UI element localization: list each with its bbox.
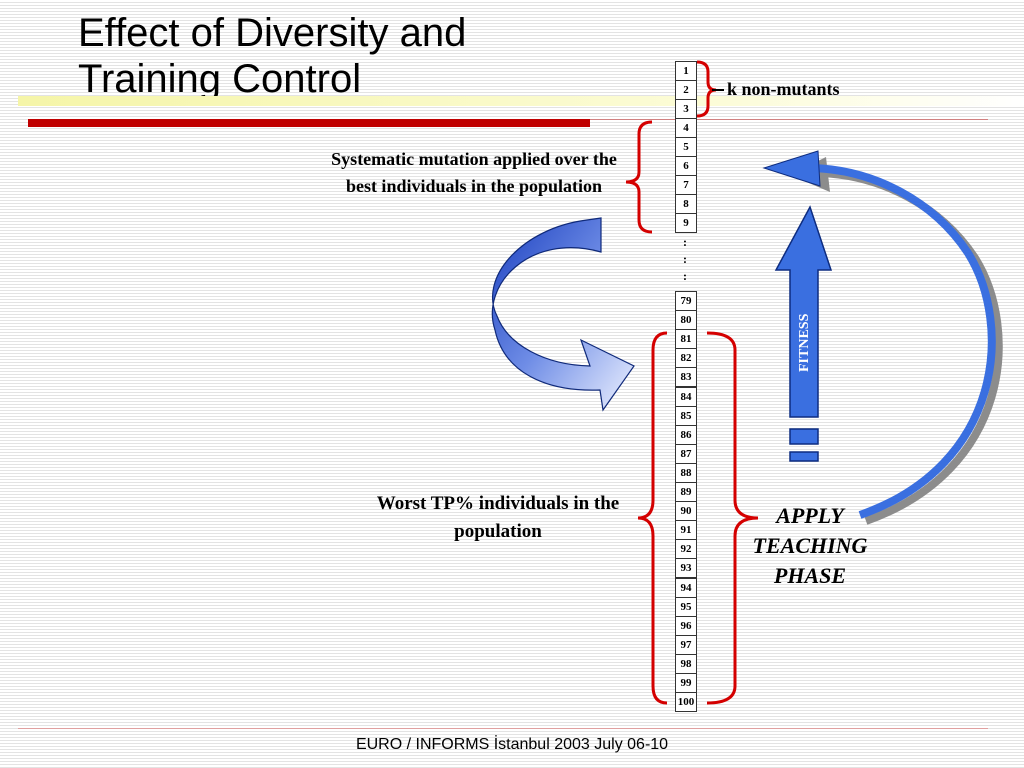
population-cell: 2 bbox=[675, 80, 697, 100]
population-cell: 79 bbox=[675, 291, 697, 311]
ellipsis-dot: : bbox=[683, 269, 687, 283]
population-cell: 100 bbox=[675, 692, 697, 713]
population-cell: 86 bbox=[675, 424, 697, 445]
population-cell: 94 bbox=[675, 577, 697, 598]
slide-title-line-2: Training Control bbox=[78, 57, 362, 101]
k-non-mutants-label: k non-mutants bbox=[727, 79, 840, 99]
brace-worst-left bbox=[637, 331, 668, 705]
population-cell: 5 bbox=[675, 137, 697, 157]
population-cell: 96 bbox=[675, 615, 697, 636]
loop-arrow-shadow bbox=[819, 169, 1003, 525]
loop-arrow-head bbox=[762, 150, 821, 187]
population-cell: 3 bbox=[675, 99, 697, 119]
population-cell: 81 bbox=[675, 329, 697, 350]
worst-individuals-label: Worst TP% individuals in the population bbox=[376, 493, 620, 542]
title-underline-thin bbox=[590, 119, 988, 120]
population-cell: 6 bbox=[675, 156, 697, 176]
population-cell: 87 bbox=[675, 443, 697, 464]
population-cell: 90 bbox=[675, 501, 697, 522]
population-cell: 89 bbox=[675, 482, 697, 502]
population-cell: 85 bbox=[675, 405, 697, 426]
apply-teaching-phase-label: APPLY TEACHING PHASE bbox=[752, 503, 868, 588]
footer-divider bbox=[18, 728, 988, 729]
ellipsis-dot: : bbox=[683, 235, 687, 249]
title-underline-red bbox=[28, 119, 590, 127]
footer-text: EURO / INFORMS İstanbul 2003 July 06-10 bbox=[355, 736, 669, 753]
population-cell: 97 bbox=[675, 634, 697, 655]
brace-mutated bbox=[625, 120, 653, 234]
population-cell: 4 bbox=[675, 118, 697, 138]
systematic-mutation-label: Systematic mutation applied over the bes… bbox=[331, 149, 617, 196]
population-cell: 95 bbox=[675, 596, 697, 617]
title-underline-yellow bbox=[18, 96, 1024, 106]
population-cell: 84 bbox=[675, 386, 697, 407]
loop-arrow bbox=[812, 164, 996, 519]
fitness-arrow bbox=[774, 205, 833, 418]
brace-worst-right bbox=[706, 331, 759, 705]
population-cell: 99 bbox=[675, 673, 697, 693]
fitness-block-2 bbox=[789, 451, 819, 462]
population-cell: 88 bbox=[675, 462, 697, 483]
mutation-curved-arrow bbox=[491, 217, 635, 412]
fitness-block-1 bbox=[789, 428, 819, 445]
slide-title-line-1: Effect of Diversity and bbox=[78, 11, 467, 55]
population-cell: 8 bbox=[675, 194, 697, 214]
population-cell: 98 bbox=[675, 653, 697, 674]
population-cell: 80 bbox=[675, 310, 697, 331]
population-cell: 91 bbox=[675, 520, 697, 541]
ellipsis-dot: : bbox=[683, 252, 687, 266]
population-cell: 7 bbox=[675, 175, 697, 195]
population-cell: 1 bbox=[675, 61, 697, 81]
population-cell: 92 bbox=[675, 539, 697, 560]
population-cell: 9 bbox=[675, 213, 697, 233]
population-cell: 83 bbox=[675, 367, 697, 388]
fitness-label: FITNESS bbox=[797, 313, 812, 372]
population-cell: 82 bbox=[675, 348, 697, 369]
slide-title: Effect of Diversity and Training Control bbox=[78, 10, 466, 102]
population-cell: 93 bbox=[675, 558, 697, 579]
